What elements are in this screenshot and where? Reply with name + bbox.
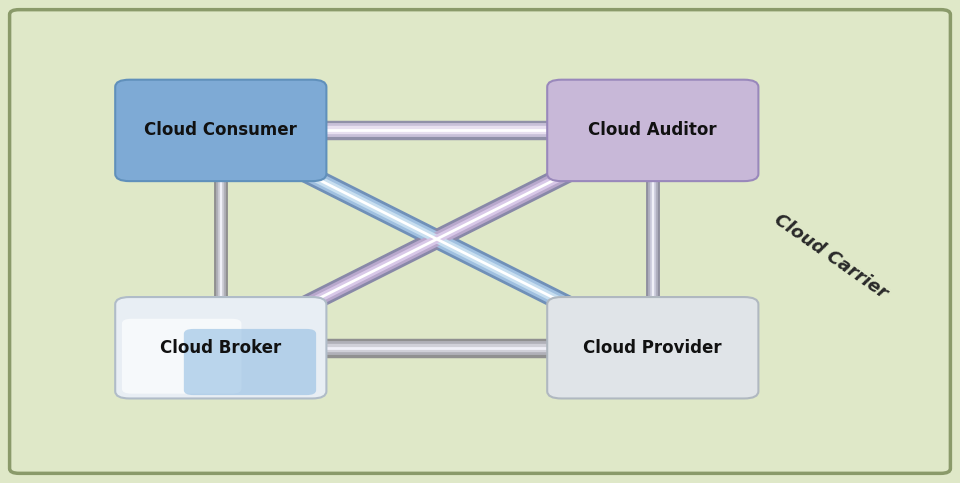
FancyBboxPatch shape — [10, 10, 950, 473]
Text: Cloud Provider: Cloud Provider — [584, 339, 722, 357]
FancyBboxPatch shape — [115, 297, 326, 398]
Text: Cloud Carrier: Cloud Carrier — [770, 210, 891, 302]
FancyBboxPatch shape — [184, 329, 316, 395]
FancyBboxPatch shape — [122, 319, 242, 394]
FancyBboxPatch shape — [547, 80, 758, 181]
Text: Cloud Consumer: Cloud Consumer — [144, 121, 298, 140]
FancyBboxPatch shape — [115, 80, 326, 181]
Text: Cloud Broker: Cloud Broker — [160, 339, 281, 357]
FancyBboxPatch shape — [547, 297, 758, 398]
Text: Cloud Auditor: Cloud Auditor — [588, 121, 717, 140]
